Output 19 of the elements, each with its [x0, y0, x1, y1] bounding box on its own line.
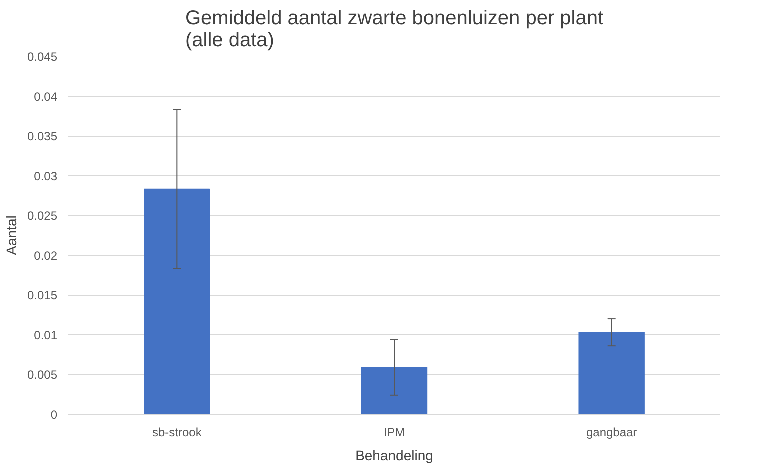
y-tick-label: 0.03	[34, 169, 58, 184]
y-tick-label: 0.005	[27, 368, 58, 382]
x-tick-label: gangbaar	[586, 426, 638, 440]
y-tick-label: 0.015	[27, 288, 58, 303]
y-tick-label: 0.045	[27, 50, 58, 64]
chart-title: Gemiddeld aantal zwarte bonenluizen per plant (alle data)	[185, 8, 604, 52]
y-tick-label: 0.01	[34, 328, 58, 342]
y-tick-label: 0.04	[34, 90, 58, 104]
x-tick-label: sb-strook	[152, 426, 203, 440]
y-tick-label: 0.035	[27, 130, 58, 144]
y-tick-label: 0.02	[34, 248, 58, 263]
x-tick-label: IPM	[384, 426, 406, 440]
y-tick-label: 0.025	[27, 209, 58, 224]
bar	[578, 332, 645, 414]
y-tick-label: 0	[50, 408, 58, 422]
bar	[361, 367, 428, 414]
x-axis-title: Behandeling	[356, 448, 434, 464]
y-axis-title: Aantal	[3, 216, 20, 256]
bar	[144, 188, 210, 414]
